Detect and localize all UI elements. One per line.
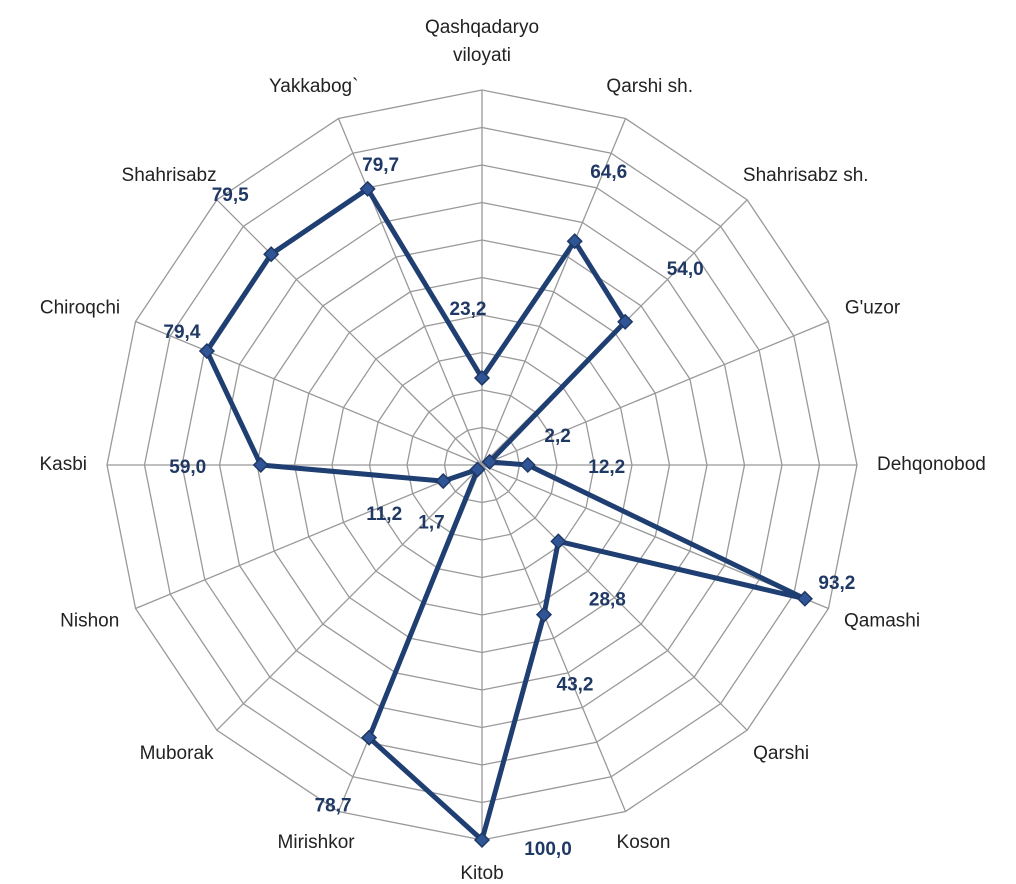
data-label: 78,7 xyxy=(315,796,352,817)
marker xyxy=(360,729,378,746)
data-label: 11,2 xyxy=(366,504,402,525)
data-label: 54,0 xyxy=(667,259,704,280)
data-label: 79,7 xyxy=(362,155,399,176)
data-label: 12,2 xyxy=(588,457,625,478)
marker xyxy=(796,590,813,607)
category-label: Shahrisabz sh. xyxy=(742,164,869,186)
category-label: Kasbi xyxy=(39,454,87,475)
marker xyxy=(550,533,567,550)
marker xyxy=(617,313,634,330)
category-label: Yakkabog` xyxy=(268,76,359,98)
marker xyxy=(469,461,486,478)
marker xyxy=(252,456,269,474)
marker xyxy=(473,369,491,387)
category-label: Qarshi xyxy=(753,743,810,765)
series-line xyxy=(204,186,808,843)
category-label: Qashqadaryo viloyati xyxy=(424,17,540,66)
marker xyxy=(519,456,536,474)
spoke xyxy=(481,118,627,466)
marker xyxy=(359,180,376,197)
data-label: 100,0 xyxy=(524,839,572,860)
marker xyxy=(473,831,491,849)
data-label: 64,6 xyxy=(590,162,627,183)
category-label: Nishon xyxy=(60,610,120,632)
marker xyxy=(535,606,553,623)
spoke xyxy=(481,464,748,731)
marker xyxy=(263,246,280,263)
data-label: 28,8 xyxy=(589,589,626,610)
category-label: Dehqonobod xyxy=(877,454,986,475)
marker xyxy=(435,473,452,490)
spoke xyxy=(216,464,483,731)
spoke xyxy=(135,464,483,610)
category-label: Kitob xyxy=(460,863,504,884)
marker xyxy=(198,342,215,360)
data-label: 23,2 xyxy=(450,299,487,320)
data-label: 79,4 xyxy=(163,322,200,343)
data-label: 79,5 xyxy=(212,185,249,206)
category-label: Koson xyxy=(616,831,671,853)
category-label: Chiroqchi xyxy=(39,297,121,319)
category-label: G'uzor xyxy=(844,297,901,319)
data-label: 43,2 xyxy=(557,675,594,696)
data-label: 2,2 xyxy=(544,426,570,447)
category-label: Mirishkor xyxy=(277,831,355,853)
data-label: 93,2 xyxy=(818,573,855,594)
category-label: Muborak xyxy=(139,743,214,765)
spoke xyxy=(481,320,829,466)
category-label: Shahrisabz xyxy=(121,164,217,186)
marker xyxy=(481,453,498,470)
data-label: 59,0 xyxy=(169,457,206,478)
spoke xyxy=(481,464,627,812)
category-label: Qamashi xyxy=(844,610,921,632)
spoke xyxy=(337,118,483,466)
data-label: 1,7 xyxy=(418,513,444,534)
category-label: Qarshi sh. xyxy=(606,76,694,98)
marker xyxy=(566,233,583,250)
spoke xyxy=(135,320,483,466)
spoke xyxy=(216,199,483,466)
